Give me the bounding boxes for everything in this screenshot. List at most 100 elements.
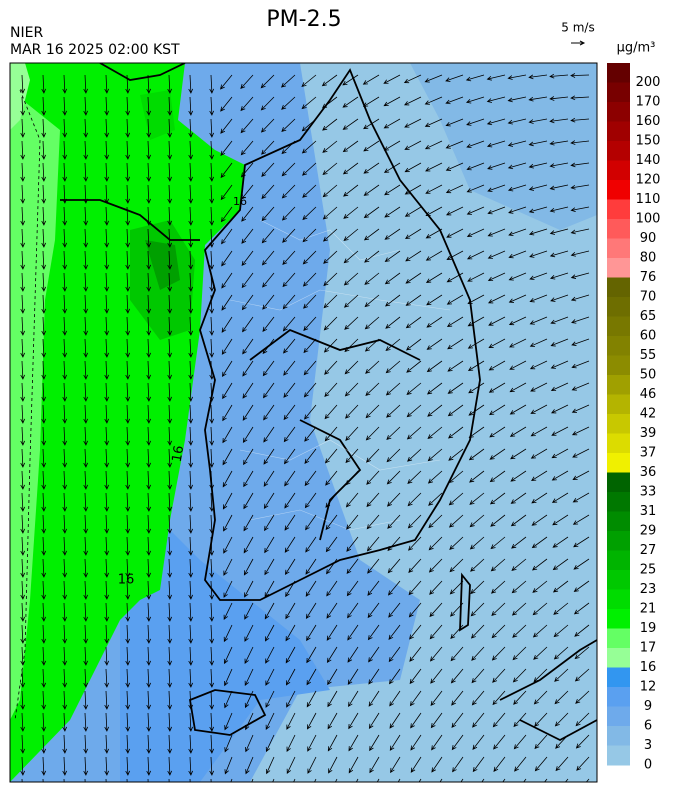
wind-arrow bbox=[451, 734, 464, 751]
wind-arrow bbox=[449, 536, 464, 550]
wind-arrow bbox=[448, 448, 464, 461]
wind-arrow bbox=[574, 646, 590, 660]
wind-arrow bbox=[41, 470, 47, 490]
wind-arrow bbox=[220, 96, 233, 112]
wind-arrow bbox=[347, 646, 359, 663]
wind-arrow bbox=[263, 470, 275, 487]
wind-arrow bbox=[575, 690, 590, 704]
wind-arrow bbox=[342, 140, 359, 153]
wind-arrow bbox=[104, 646, 110, 666]
wind-arrow bbox=[242, 426, 254, 443]
wind-arrow bbox=[487, 206, 506, 215]
wind-arrow bbox=[20, 360, 26, 380]
wind-arrow bbox=[20, 712, 26, 732]
wind-arrow bbox=[487, 250, 506, 259]
wind-arrow bbox=[365, 360, 380, 374]
wind-arrow bbox=[62, 558, 68, 578]
wind-arrow bbox=[221, 360, 233, 378]
wind-arrow bbox=[564, 778, 569, 782]
wind-arrow bbox=[188, 558, 194, 578]
wind-arrow bbox=[146, 492, 152, 512]
wind-arrow bbox=[125, 184, 131, 204]
wind-arrow bbox=[188, 470, 194, 490]
wind-arrow bbox=[167, 316, 173, 336]
title: PM-2.5 bbox=[266, 7, 341, 32]
agency: NIER bbox=[10, 25, 43, 41]
wind-arrow bbox=[285, 624, 296, 642]
wind-arrow bbox=[167, 558, 173, 578]
wind-arrow bbox=[167, 96, 173, 116]
wind-arrow bbox=[408, 602, 422, 618]
wind-arrow bbox=[41, 382, 47, 402]
wind-arrow bbox=[146, 228, 152, 248]
wind-arrow bbox=[62, 184, 68, 204]
wind-arrow bbox=[104, 118, 110, 138]
wind-arrow bbox=[104, 206, 110, 226]
wind-arrow bbox=[571, 382, 590, 391]
wind-arrow bbox=[528, 140, 548, 147]
wind-arrow bbox=[449, 558, 464, 573]
wind-arrow bbox=[41, 756, 47, 776]
wind-arrow bbox=[146, 646, 152, 666]
wind-arrow bbox=[62, 602, 68, 622]
wind-arrow bbox=[324, 426, 338, 442]
wind-arrow bbox=[265, 668, 275, 686]
wind-arrow bbox=[265, 646, 275, 664]
wind-arrow bbox=[125, 734, 131, 754]
wind-arrow bbox=[245, 756, 254, 775]
wind-arrow bbox=[104, 338, 110, 358]
wind-arrow bbox=[221, 228, 233, 245]
wind-arrow bbox=[282, 316, 296, 332]
wind-arrow bbox=[241, 250, 254, 267]
wind-arrow bbox=[20, 140, 26, 160]
colorbar-segment bbox=[607, 472, 630, 493]
wind-arrow bbox=[533, 668, 548, 683]
wind-arrow bbox=[323, 294, 338, 309]
wind-arrow bbox=[282, 228, 296, 243]
wind-arrow bbox=[489, 448, 506, 460]
wind-arrow bbox=[188, 206, 194, 226]
wind-arrow bbox=[220, 206, 233, 223]
wind-arrow bbox=[385, 382, 401, 396]
wind-arrow bbox=[512, 668, 527, 683]
wind-arrow bbox=[62, 756, 68, 776]
wind-arrow bbox=[325, 470, 338, 486]
wind-arrow bbox=[104, 228, 110, 248]
wind-arrow bbox=[188, 690, 194, 710]
wind-arrow bbox=[531, 492, 548, 504]
wind-arrow bbox=[240, 118, 254, 134]
wind-arrow bbox=[263, 448, 275, 465]
wind-arrow bbox=[405, 338, 422, 351]
wind-arrow bbox=[209, 382, 215, 402]
wind-arrow bbox=[409, 668, 422, 685]
wind-arrow bbox=[285, 580, 296, 598]
wind-arrow bbox=[62, 404, 68, 424]
wind-arrow bbox=[345, 426, 359, 441]
wind-arrow bbox=[445, 184, 464, 194]
wind-arrow bbox=[451, 712, 464, 728]
wind-arrow bbox=[408, 580, 422, 596]
wind-arrow bbox=[224, 690, 233, 709]
wind-arrow bbox=[242, 316, 254, 333]
wind-arrow bbox=[167, 756, 173, 776]
wind-arrow bbox=[305, 580, 317, 597]
wind-arrow bbox=[570, 73, 590, 78]
wind-arrow bbox=[512, 624, 527, 638]
wind-arrow bbox=[305, 602, 317, 619]
wind-arrow bbox=[188, 118, 194, 138]
wind-arrow bbox=[452, 756, 464, 773]
wind-arrow bbox=[552, 580, 569, 593]
wind-arrow bbox=[549, 162, 569, 168]
wind-arrow bbox=[406, 360, 422, 373]
colorbar-segment bbox=[607, 394, 630, 415]
wind-arrow bbox=[385, 316, 401, 329]
wind-arrow bbox=[347, 602, 359, 619]
wind-arrow bbox=[125, 74, 131, 94]
wind-arrow bbox=[20, 382, 26, 402]
wind-arrow bbox=[472, 712, 485, 728]
colorbar-label: 21 bbox=[640, 602, 657, 617]
wind-arrow bbox=[387, 558, 401, 574]
wind-arrow bbox=[389, 712, 401, 729]
wind-arrow bbox=[532, 558, 548, 571]
wind-arrow bbox=[429, 602, 443, 618]
